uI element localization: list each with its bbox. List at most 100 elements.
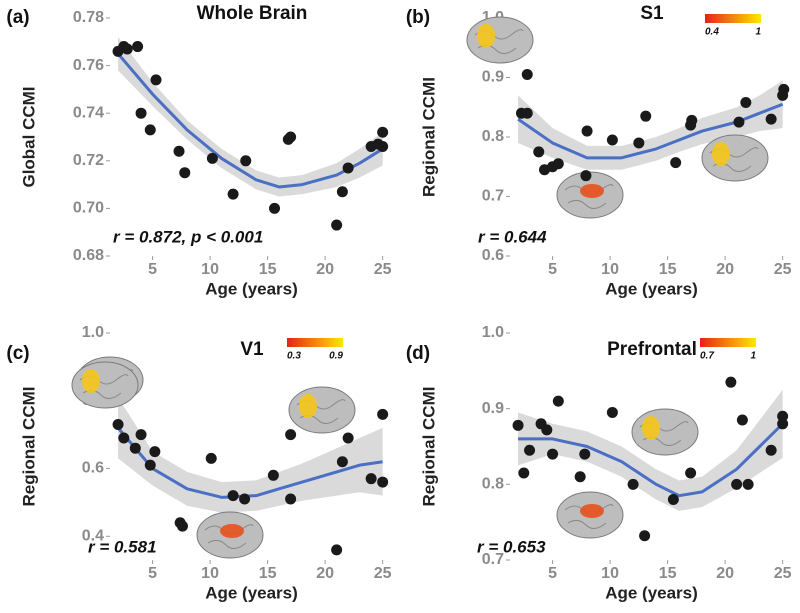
data-point: [777, 410, 789, 422]
y-tick-label: 0.7: [482, 188, 504, 205]
fit-line: [518, 422, 784, 498]
colorbar: [705, 14, 761, 23]
brain-illustration: [288, 386, 356, 434]
x-tick-label: 10: [601, 565, 619, 582]
data-point: [144, 124, 156, 136]
brain-shape: [631, 408, 699, 456]
fit-line: [116, 426, 383, 499]
data-point: [132, 41, 144, 53]
x-tick-label: 25: [774, 261, 792, 278]
data-point: [579, 448, 591, 460]
data-point: [670, 157, 682, 169]
brain-region: [580, 184, 604, 198]
brain-illustration: [466, 16, 534, 64]
data-point: [778, 83, 790, 95]
y-tick-label: 0.70: [73, 200, 104, 217]
panel-label: (b): [406, 7, 430, 28]
data-point: [574, 471, 586, 483]
data-point: [777, 418, 789, 430]
data-point: [667, 493, 679, 505]
x-axis-label: Age (years): [205, 279, 298, 298]
data-point: [533, 146, 545, 158]
y-axis-label: Regional CCMI: [19, 387, 38, 507]
data-point: [331, 219, 343, 231]
data-point: [240, 155, 252, 167]
x-tick-label: 25: [374, 261, 392, 278]
data-point: [627, 478, 639, 490]
brain-region: [642, 416, 660, 440]
x-tick-label: 10: [601, 261, 619, 278]
data-point: [552, 395, 564, 407]
data-point: [524, 444, 536, 456]
brain-region: [712, 142, 730, 166]
y-tick-label: 0.8: [482, 128, 504, 145]
brain-shape: [701, 134, 769, 182]
x-tick-label: 15: [259, 565, 277, 582]
brain-region: [477, 24, 495, 48]
brain-illustration: [631, 408, 699, 456]
colorbar-label: 0.3: [287, 351, 301, 362]
y-tick-label: 0.76: [73, 57, 104, 74]
x-tick-label: 20: [716, 261, 734, 278]
x-tick-label: 15: [259, 261, 277, 278]
data-point: [144, 459, 156, 471]
y-tick-label: 0.9: [482, 69, 504, 86]
x-tick-label: 25: [774, 565, 792, 582]
annotation: r = 0.644: [478, 227, 547, 246]
annotation: r = 0.872, p < 0.001: [113, 227, 263, 246]
brain-region: [580, 504, 604, 518]
y-tick-label: 1.0: [482, 324, 504, 341]
y-axis-label: Regional CCMI: [419, 77, 438, 197]
y-tick-label: 0.9: [482, 400, 504, 417]
data-point: [518, 467, 530, 479]
x-axis-label: Age (years): [205, 583, 298, 602]
colorbar: [287, 338, 343, 347]
colorbar-label: 0.9: [329, 351, 343, 362]
colorbar-label: 1: [750, 351, 756, 362]
data-point: [285, 131, 297, 143]
data-point: [336, 186, 348, 198]
y-tick-label: 0.72: [73, 152, 104, 169]
x-tick-label: 15: [659, 565, 677, 582]
x-axis-label: Age (years): [605, 279, 698, 298]
data-point: [640, 110, 652, 122]
y-tick-label: 1.0: [82, 324, 104, 341]
brain-illustration: [701, 134, 769, 182]
brain-illustration: [556, 171, 624, 219]
data-point: [331, 544, 343, 556]
data-point: [239, 493, 251, 505]
y-tick-label: 0.8: [482, 476, 504, 493]
data-point: [581, 125, 593, 137]
data-point: [150, 74, 162, 86]
data-point: [227, 188, 239, 200]
data-point: [552, 158, 564, 170]
colorbar-label: 1: [755, 27, 761, 38]
colorbar-label: 0.4: [705, 27, 719, 38]
data-point: [227, 490, 239, 502]
colorbar: [700, 338, 756, 347]
confidence-band: [118, 397, 383, 513]
data-point: [731, 478, 743, 490]
panel-title: S1: [640, 3, 664, 24]
brain-illustration: [556, 491, 624, 539]
brain-illustration: [71, 361, 139, 409]
data-point: [580, 170, 592, 182]
brain-region: [82, 369, 100, 393]
data-point: [149, 446, 161, 458]
data-point: [342, 162, 354, 174]
data-point: [377, 141, 389, 153]
data-point: [112, 418, 124, 430]
y-axis-label: Global CCMI: [19, 86, 38, 187]
data-point: [173, 145, 185, 157]
data-point: [606, 134, 618, 146]
data-point: [342, 432, 354, 444]
y-tick-label: 0.4: [82, 528, 104, 545]
panel-label: (a): [6, 7, 29, 28]
data-point: [129, 442, 141, 454]
data-point: [118, 432, 130, 444]
data-point: [521, 107, 533, 119]
x-tick-label: 20: [316, 261, 334, 278]
brain-shape: [288, 386, 356, 434]
x-tick-label: 5: [148, 261, 157, 278]
data-point: [685, 467, 697, 479]
